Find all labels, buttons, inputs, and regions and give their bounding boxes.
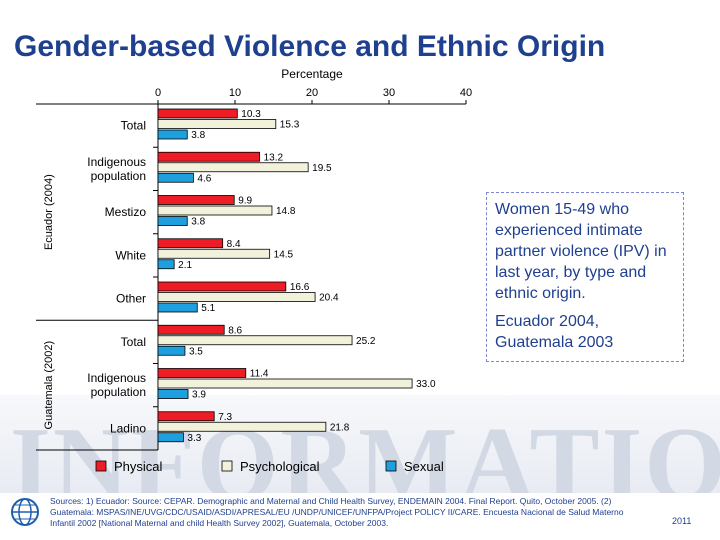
bar-physical xyxy=(157,238,224,249)
bar-physical xyxy=(157,151,261,162)
bar-value-label: 15.3 xyxy=(280,120,300,131)
bar-value-label: 25.2 xyxy=(356,336,376,347)
bar-physical xyxy=(157,108,238,119)
bar-value-label: 10.3 xyxy=(241,109,261,120)
bar-value-label: 3.9 xyxy=(192,390,206,401)
bar-psychological xyxy=(157,378,413,389)
bar-sexual xyxy=(157,345,186,356)
bar-value-label: 3.3 xyxy=(187,433,201,444)
bar-sexual xyxy=(157,129,188,140)
x-tick-label: 20 xyxy=(306,87,318,99)
callout-countries: Ecuador 2004, Guatemala 2003 xyxy=(495,313,614,351)
bar-physical xyxy=(157,411,215,422)
bar-sexual xyxy=(157,216,188,226)
bar-value-label: 14.5 xyxy=(274,249,294,260)
bar-psychological xyxy=(157,205,273,216)
legend-swatch xyxy=(221,460,233,472)
category-label: Indigenous xyxy=(87,371,146,385)
slide-title: Gender-based Violence and Ethnic Origin xyxy=(14,30,606,63)
bar-value-label: 21.8 xyxy=(330,422,350,433)
category-label: Mestizo xyxy=(105,205,147,219)
bar-psychological xyxy=(157,162,309,173)
group-label: Guatemala (2002) xyxy=(43,341,55,430)
callout-description: Women 15-49 who experienced intimate par… xyxy=(495,201,667,302)
category-label: Total xyxy=(121,335,146,349)
x-tick-label: 30 xyxy=(383,87,395,99)
bar-value-label: 2.1 xyxy=(178,260,192,271)
category-label: White xyxy=(115,248,146,262)
year-label: 2011 xyxy=(672,516,692,526)
bar-physical xyxy=(157,324,225,335)
x-tick-label: 10 xyxy=(229,87,241,99)
bar-value-label: 19.5 xyxy=(312,163,332,174)
bar-physical xyxy=(157,281,287,292)
bar-sexual xyxy=(157,302,198,313)
category-label: Total xyxy=(121,119,146,133)
bar-sexual xyxy=(157,172,194,183)
bar-value-label: 13.2 xyxy=(264,152,284,163)
bar-value-label: 20.4 xyxy=(319,293,339,304)
bar-value-label: 9.9 xyxy=(238,196,252,207)
category-label: population xyxy=(91,169,146,183)
legend-label: Physical xyxy=(114,459,163,474)
globe-logo-icon xyxy=(11,498,39,526)
group-label: Ecuador (2004) xyxy=(43,174,55,250)
bar-value-label: 33.0 xyxy=(416,379,436,390)
bar-physical xyxy=(157,195,235,205)
bar-sexual xyxy=(157,432,184,443)
footer-bar xyxy=(0,493,720,540)
category-label: Ladino xyxy=(110,421,146,435)
bar-physical xyxy=(157,368,247,378)
bar-sexual xyxy=(157,389,189,399)
bar-value-label: 4.6 xyxy=(197,173,211,184)
bar-sexual xyxy=(157,259,175,270)
bar-value-label: 3.8 xyxy=(191,130,205,141)
bar-psychological xyxy=(157,335,353,346)
x-axis-title: Percentage xyxy=(281,67,343,81)
bar-psychological xyxy=(157,421,327,432)
bar-value-label: 8.6 xyxy=(228,325,242,336)
bar-value-label: 16.6 xyxy=(290,282,310,293)
bar-value-label: 14.8 xyxy=(276,206,296,217)
legend-swatch xyxy=(385,460,397,472)
bar-value-label: 5.1 xyxy=(201,303,215,314)
legend-label: Sexual xyxy=(404,459,444,474)
bar-value-label: 7.3 xyxy=(218,412,232,423)
x-tick-label: 40 xyxy=(460,87,472,99)
bar-value-label: 11.4 xyxy=(250,369,269,380)
watermark-background: INFORMATION xyxy=(0,395,720,505)
bar-value-label: 3.5 xyxy=(189,346,203,357)
bar-psychological xyxy=(157,292,316,302)
x-tick-label: 0 xyxy=(155,87,161,99)
callout-box: Women 15-49 who experienced intimate par… xyxy=(486,192,684,362)
watermark-text: INFORMATION xyxy=(10,405,720,505)
sources-text: Sources: 1) Ecuador: Source: CEPAR. Demo… xyxy=(50,496,624,528)
bar-value-label: 8.4 xyxy=(227,239,241,250)
category-label: Indigenous xyxy=(87,155,146,169)
bar-psychological xyxy=(157,248,271,259)
legend-label: Psychological xyxy=(240,459,320,474)
category-label: Other xyxy=(116,292,146,306)
legend-swatch xyxy=(95,460,107,472)
bar-value-label: 3.8 xyxy=(191,217,205,228)
bar-psychological xyxy=(157,119,277,129)
category-label: population xyxy=(91,385,146,399)
